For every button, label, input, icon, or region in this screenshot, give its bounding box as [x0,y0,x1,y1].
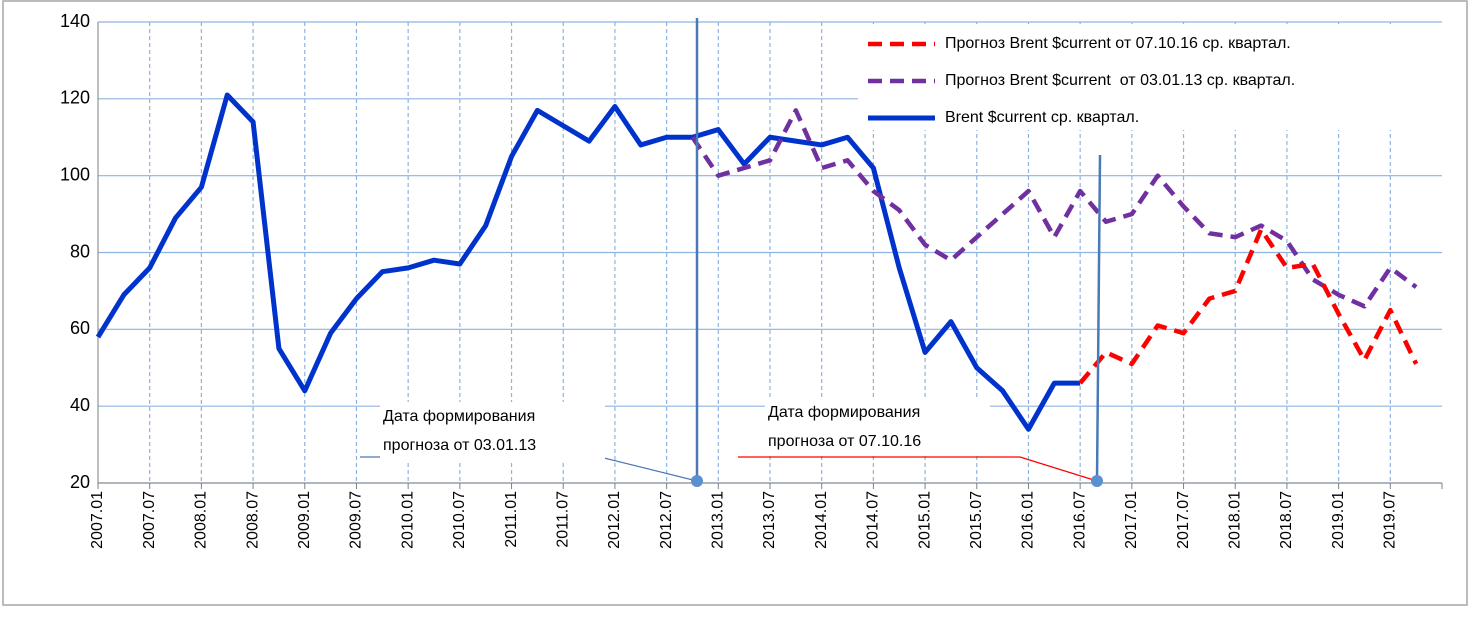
x-tick-label: 2019.01 [1330,491,1347,549]
x-tick-label: 2008.01 [193,491,210,549]
legend-box [858,24,1442,130]
legend-label: Прогноз Brent $current от 03.01.13 ср. к… [945,72,1295,89]
forecast-date-point [691,475,703,487]
grid: 20 40 60 80 100 120 140 2007.01 2007.07 2008.01 20… [60,11,1443,549]
x-tick-label: 2015.07 [968,491,985,549]
x-tick-label: 2018.07 [1278,491,1295,549]
x-tick-label: 2011.01 [503,491,520,548]
x-tick-label: 2012.01 [606,491,623,549]
y-tick-label: 40 [70,395,90,415]
x-tick-label: 2014.07 [865,491,882,549]
forecast-date-point [1091,475,1103,487]
x-tick-label: 2011.07 [554,491,571,548]
x-tick-label: 2014.01 [813,491,830,549]
x-tick-label: 2007.07 [141,491,158,549]
y-tick-label: 100 [60,164,90,184]
x-tick-label: 2016.07 [1071,491,1088,549]
x-tick-label: 2009.07 [348,491,365,549]
x-tick-label: 2010.07 [451,491,468,549]
x-tick-label: 2013.07 [761,491,778,549]
x-tick-label: 2017.01 [1123,491,1140,549]
y-tick-label: 140 [60,11,90,31]
annotations: Дата формирования прогноза от 03.01.13 Д… [360,18,1103,487]
y-tick-label: 20 [70,472,90,492]
x-tick-label: 2016.01 [1020,491,1037,549]
leader-line [738,456,1098,482]
x-tick-label: 2008.07 [244,491,261,549]
x-tick-label: 2019.07 [1382,491,1399,549]
forecast-date-line [1095,154,1102,482]
marks [95,92,1419,432]
annotation-text: Дата формирования [768,404,920,421]
annotation-text: прогноза от 07.10.16 [768,433,921,450]
x-tick-label: 2015.01 [916,491,933,549]
annotation-text: прогноза от 03.01.13 [383,437,536,454]
y-tick-label: 60 [70,318,90,338]
series-line [690,108,1418,309]
x-tick-label: 2017.07 [1175,491,1192,549]
x-tick-label: 2012.07 [658,491,675,549]
y-tick-label: 120 [60,88,90,108]
x-tick-label: 2009.01 [296,491,313,549]
x-tick-label: 2007.01 [89,491,106,549]
annotation-text: Дата формирования [383,408,535,425]
legend-label: Прогноз Brent $current от 07.10.16 ср. к… [945,35,1291,52]
y-tick-label: 80 [70,241,90,261]
series-line [95,92,1081,432]
series-line [1078,227,1419,385]
x-tick-label: 2013.01 [710,491,727,549]
x-tick-label: 2010.01 [399,491,416,549]
legend: Прогноз Brent $current от 07.10.16 ср. к… [858,24,1442,130]
annotation-bg [765,398,990,456]
annotation-bg [380,402,605,460]
legend-label: Brent $current ср. квартал. [945,109,1139,126]
x-tick-label: 2018.01 [1226,491,1243,549]
